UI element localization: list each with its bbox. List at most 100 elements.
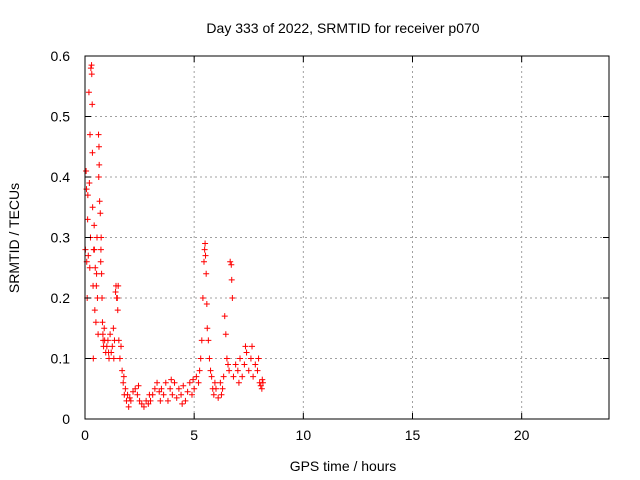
data-point: [228, 261, 235, 268]
data-point: [147, 397, 154, 404]
data-point: [118, 343, 125, 350]
y-axis-label: SRMTID / TECUs: [6, 183, 22, 293]
x-axis-label: GPS time / hours: [290, 458, 397, 474]
data-point: [89, 101, 96, 108]
data-point: [171, 379, 178, 386]
data-point: [218, 391, 225, 398]
data-point: [107, 331, 114, 338]
data-point: [110, 355, 117, 362]
data-point: [247, 355, 254, 362]
data-point: [178, 391, 185, 398]
data-point: [173, 394, 180, 401]
data-point: [249, 343, 256, 350]
data-point: [188, 391, 195, 398]
data-point: [100, 337, 107, 344]
data-point: [140, 403, 147, 410]
data-point: [89, 204, 96, 211]
x-tick-label: 20: [514, 427, 530, 443]
y-tick-label: 0.2: [51, 290, 71, 306]
data-point: [205, 337, 212, 344]
data-point: [103, 343, 110, 350]
data-point: [168, 376, 175, 383]
data-point: [101, 325, 108, 332]
data-point: [169, 391, 176, 398]
data-point: [151, 385, 158, 392]
data-point: [99, 331, 106, 338]
data-point: [175, 385, 182, 392]
data-point: [97, 258, 104, 265]
data-point: [195, 379, 202, 386]
data-point: [203, 270, 210, 277]
data-point: [235, 379, 242, 386]
data-point: [91, 222, 98, 229]
data-point: [239, 373, 246, 380]
data-point: [229, 295, 236, 301]
data-point: [220, 373, 227, 380]
data-point: [97, 246, 104, 253]
data-point: [219, 385, 226, 392]
data-point: [91, 307, 98, 314]
data-point: [196, 367, 203, 374]
data-point: [134, 391, 141, 398]
data-point: [200, 258, 207, 265]
data-point: [84, 216, 91, 223]
data-point: [122, 385, 129, 392]
data-point: [124, 391, 131, 398]
data-point: [95, 143, 102, 150]
data-point: [110, 325, 117, 332]
data-point: [255, 355, 262, 362]
data-point: [259, 379, 266, 386]
data-point: [232, 361, 239, 368]
data-point: [207, 367, 214, 374]
data-point: [182, 397, 189, 404]
data-point: [217, 379, 224, 386]
data-point: [109, 343, 116, 350]
y-tick-label: 0.3: [51, 230, 71, 246]
data-point: [199, 295, 206, 301]
y-tick-label: 0.4: [51, 169, 71, 185]
tick-labels: 0 5 10 15 20 0 0.1 0.2 0.3 0.4 0.5 0.6: [51, 48, 530, 443]
data-point: [91, 246, 98, 253]
data-point: [115, 282, 122, 289]
data-point: [92, 264, 99, 271]
data-point: [115, 337, 122, 344]
data-point: [226, 367, 233, 374]
data-point: [95, 174, 102, 180]
data-point: [191, 385, 198, 392]
axis-ticks: [84, 55, 609, 420]
data-point: [203, 301, 210, 308]
data-point: [213, 385, 219, 392]
data-point: [241, 361, 248, 368]
data-point: [96, 198, 103, 205]
data-point: [87, 131, 94, 138]
data-point: [138, 400, 145, 407]
x-tick-label: 5: [190, 427, 198, 443]
y-tick-label: 0.1: [51, 351, 71, 367]
data-point: [230, 373, 237, 380]
data-point: [180, 382, 187, 389]
data-point: [193, 373, 200, 380]
data-point: [146, 391, 153, 398]
data-point: [83, 186, 90, 193]
data-point: [179, 400, 186, 407]
data-point: [87, 65, 94, 72]
data-point: [228, 276, 235, 283]
data-point: [227, 258, 234, 265]
x-tick-label: 0: [81, 427, 89, 443]
data-point: [98, 270, 105, 277]
data-point: [145, 400, 152, 407]
data-point: [222, 331, 229, 338]
data-point: [127, 397, 134, 404]
data-point: [95, 131, 102, 138]
data-point: [86, 264, 93, 271]
data-point: [258, 385, 265, 392]
data-point: [167, 385, 174, 392]
data-point: [158, 385, 165, 392]
data-point: [96, 161, 103, 168]
data-point: [105, 349, 112, 356]
data-point: [120, 373, 127, 380]
data-point: [93, 282, 100, 289]
data-point: [210, 391, 217, 398]
data-point: [252, 361, 259, 368]
data-point: [92, 319, 99, 326]
